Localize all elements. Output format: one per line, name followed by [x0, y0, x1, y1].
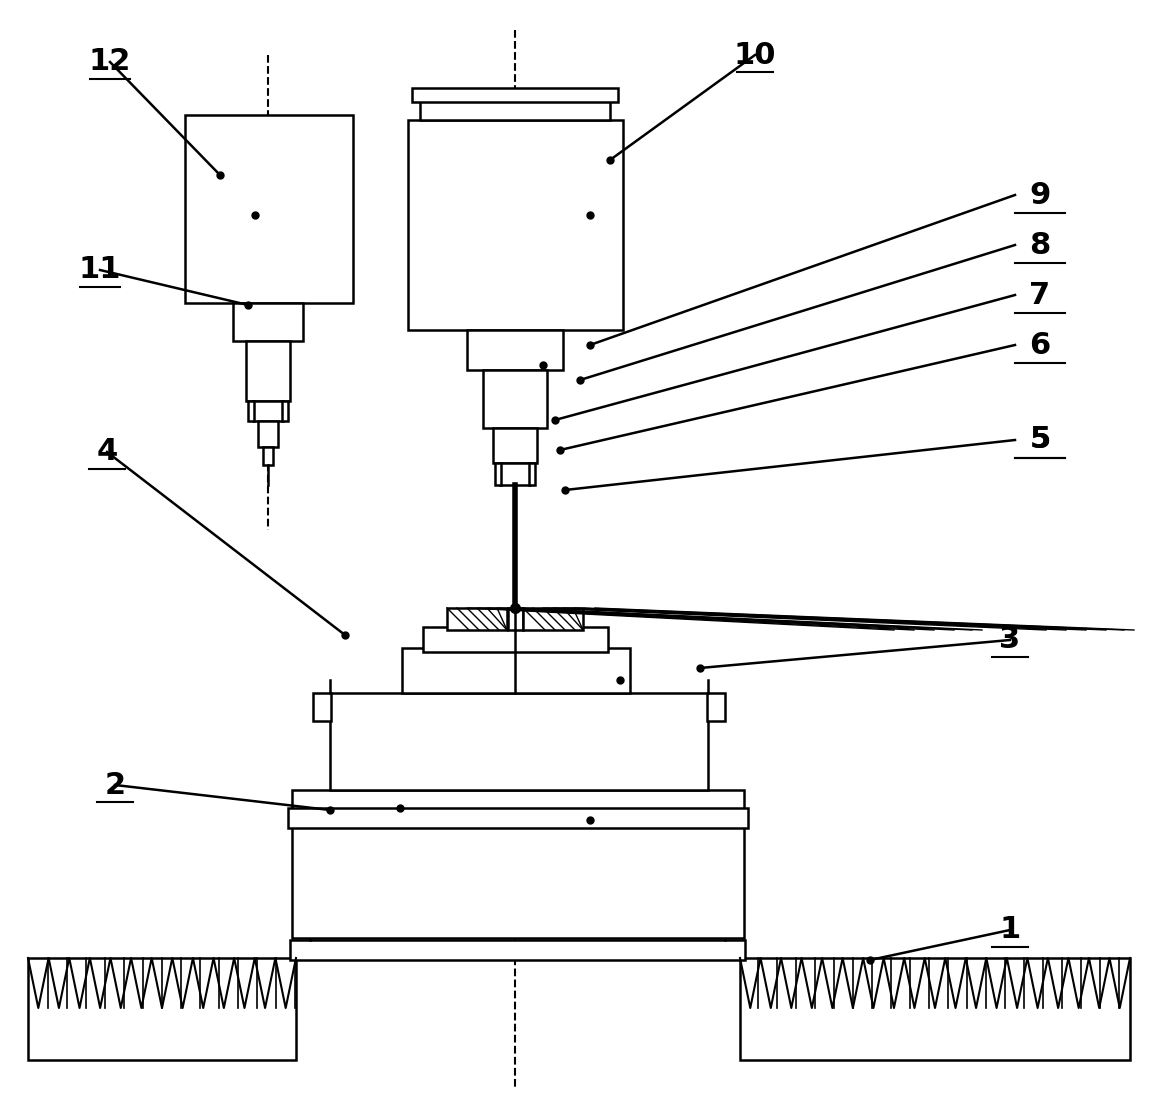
Bar	[408, 120, 624, 330]
Bar	[500, 463, 530, 485]
Bar	[402, 647, 630, 693]
Bar	[447, 608, 506, 630]
Text: 10: 10	[734, 41, 777, 69]
Text: 5: 5	[1029, 426, 1050, 454]
Bar	[330, 693, 708, 790]
Text: 12: 12	[89, 47, 131, 76]
Bar	[523, 608, 583, 630]
Bar	[411, 88, 618, 101]
Text: 8: 8	[1029, 231, 1050, 259]
Bar	[423, 627, 608, 652]
Bar	[258, 421, 278, 447]
Bar	[495, 463, 501, 485]
Bar	[313, 693, 331, 721]
Text: 6: 6	[1029, 331, 1050, 360]
Text: 2: 2	[104, 771, 125, 800]
Bar	[483, 370, 547, 428]
Bar	[420, 100, 610, 120]
Bar	[508, 608, 523, 630]
Text: 11: 11	[79, 256, 122, 285]
Text: 7: 7	[1029, 280, 1050, 310]
Text: 4: 4	[96, 438, 117, 467]
Bar	[253, 401, 283, 421]
Bar	[493, 428, 537, 463]
Bar	[707, 693, 726, 721]
Bar	[290, 940, 745, 960]
Bar	[248, 401, 254, 421]
Text: 5: 5	[1029, 426, 1050, 454]
Bar	[246, 341, 290, 401]
Bar	[185, 115, 353, 303]
Bar	[287, 808, 748, 828]
Text: 9: 9	[1029, 181, 1051, 210]
Bar	[233, 303, 302, 341]
Bar	[529, 463, 535, 485]
Text: 3: 3	[999, 625, 1021, 654]
Bar	[282, 401, 287, 421]
Bar	[28, 959, 296, 1060]
Bar	[263, 447, 274, 465]
Bar	[739, 959, 1130, 1060]
Bar	[292, 790, 744, 938]
Text: 1: 1	[999, 915, 1021, 944]
Bar	[467, 330, 563, 370]
